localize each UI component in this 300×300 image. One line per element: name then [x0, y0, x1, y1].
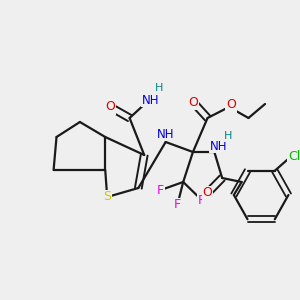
Text: NH: NH [142, 94, 160, 106]
Text: F: F [157, 184, 164, 196]
Text: H: H [154, 83, 163, 93]
Text: O: O [105, 100, 115, 113]
Text: O: O [226, 98, 236, 112]
Text: H: H [224, 131, 232, 141]
Text: F: F [198, 194, 205, 206]
Text: O: O [202, 187, 212, 200]
Text: NH: NH [157, 128, 174, 140]
Text: NH: NH [209, 140, 227, 152]
Text: O: O [188, 95, 198, 109]
Text: S: S [103, 190, 111, 203]
Text: Cl: Cl [288, 150, 300, 163]
Text: F: F [174, 199, 181, 212]
